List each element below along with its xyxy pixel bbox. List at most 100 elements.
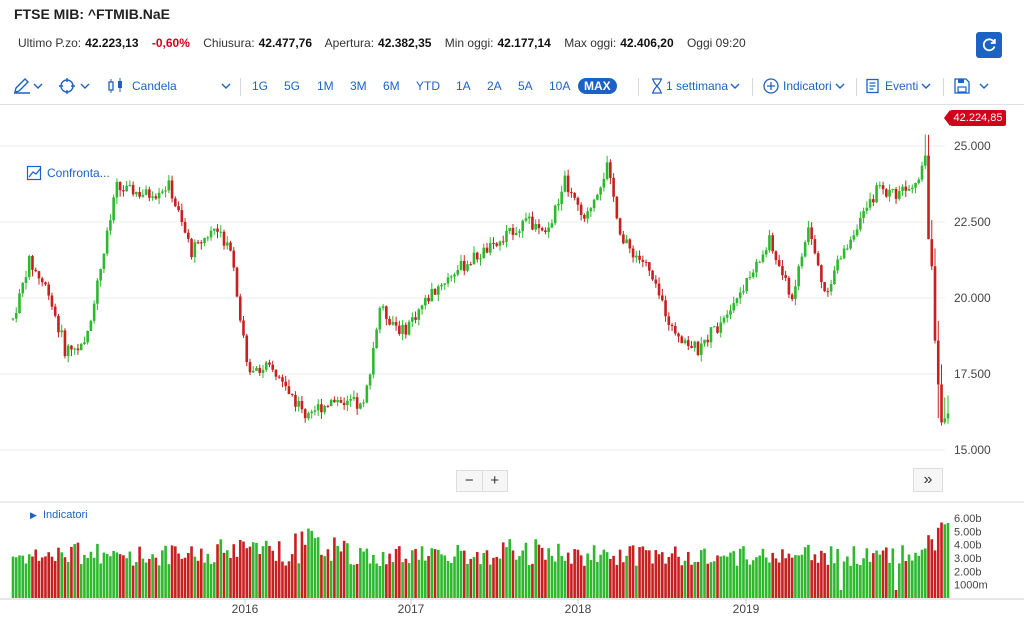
chart-type-select[interactable]: Candela: [106, 72, 232, 100]
range-ytd[interactable]: YTD: [416, 72, 440, 100]
candle: [92, 303, 96, 321]
volume-bar: [482, 553, 486, 598]
range-5a[interactable]: 5A: [518, 72, 533, 100]
volume-bar: [495, 556, 499, 598]
volume-bar: [888, 562, 891, 598]
volume-bar: [50, 556, 54, 598]
volume-bar: [388, 553, 391, 598]
range-3m[interactable]: 3M: [350, 72, 367, 100]
zoom-in-button[interactable]: +: [481, 471, 508, 491]
candle: [264, 362, 268, 370]
candle: [810, 227, 813, 240]
events-menu[interactable]: Eventi: [865, 72, 934, 100]
volume-bar: [680, 565, 684, 598]
range-label: 3M: [350, 79, 367, 93]
volume-bar: [797, 555, 800, 598]
volume-bar: [738, 548, 742, 598]
volume-bar: [583, 565, 586, 598]
volume-bar: [592, 545, 596, 598]
volume-bar: [323, 556, 326, 598]
volume-bar: [719, 556, 723, 598]
volume-bar: [794, 555, 797, 598]
draw-tool-button[interactable]: [12, 72, 44, 100]
range-max[interactable]: MAX: [578, 72, 617, 100]
volume-bar: [449, 562, 453, 598]
volume-bar: [313, 538, 317, 598]
indicators-menu[interactable]: Indicatori: [762, 72, 848, 100]
volume-bar: [781, 549, 784, 598]
candle: [560, 191, 563, 205]
volume-bar: [732, 551, 736, 598]
volume-bar: [307, 528, 310, 598]
candle: [722, 317, 726, 323]
volume-tick-label: 4.00b: [954, 540, 982, 552]
volume-bar: [904, 561, 908, 598]
volume-bar: [670, 553, 674, 598]
candle: [768, 235, 771, 251]
candle: [833, 270, 836, 285]
range-5g[interactable]: 5G: [284, 72, 300, 100]
candle: [872, 199, 875, 203]
volume-bar: [699, 550, 703, 598]
volume-bar: [131, 565, 135, 598]
candle: [300, 401, 304, 410]
volume-bar: [615, 564, 619, 598]
save-menu[interactable]: [953, 72, 993, 100]
compare-button[interactable]: Confronta...: [26, 165, 110, 181]
candle: [170, 180, 174, 199]
x-tick-label: 2017: [398, 602, 425, 616]
candle: [751, 272, 755, 278]
candle: [216, 228, 219, 232]
quote-time: Oggi 09:20: [686, 36, 746, 50]
candle: [498, 241, 502, 246]
volume-bar: [596, 561, 599, 598]
range-1m[interactable]: 1M: [317, 72, 334, 100]
volume-bar: [320, 554, 323, 598]
volume-bar: [203, 562, 206, 598]
candle: [881, 185, 885, 190]
price-chart[interactable]: 25.000 22.500 20.000 17.500 15.000: [0, 105, 1024, 500]
crosshair-tool-button[interactable]: [58, 72, 92, 100]
range-1a[interactable]: 1A: [456, 72, 471, 100]
volume-bar: [248, 546, 252, 598]
candle: [154, 196, 158, 199]
volume-bar: [628, 546, 632, 598]
volume-bar: [644, 550, 648, 598]
volume-bar: [898, 563, 901, 598]
candle: [566, 175, 570, 193]
volume-bar: [290, 554, 294, 598]
volume-bar: [300, 531, 304, 598]
volume-bar: [443, 555, 447, 598]
candle: [492, 243, 495, 245]
candle: [794, 286, 797, 300]
range-1g[interactable]: 1G: [252, 72, 268, 100]
volume-bar: [849, 565, 852, 598]
candle: [242, 320, 245, 336]
candle: [943, 418, 947, 423]
range-6m[interactable]: 6M: [383, 72, 400, 100]
zoom-out-button[interactable]: −: [464, 472, 474, 489]
candle: [427, 297, 430, 302]
candle: [151, 196, 154, 198]
interval-select[interactable]: 1 settimana: [650, 72, 742, 100]
volume-bar: [342, 540, 346, 598]
candle: [79, 343, 83, 351]
indicators-toggle[interactable]: ▶ Indicatori: [30, 509, 88, 521]
candle: [716, 326, 719, 333]
candle: [362, 402, 365, 404]
candle: [86, 330, 89, 343]
volume-bar: [625, 555, 628, 598]
candle: [346, 400, 349, 406]
scroll-forward-button[interactable]: »: [913, 468, 943, 492]
indicators-label: Indicatori: [783, 79, 832, 93]
candle: [680, 336, 684, 344]
range-10a[interactable]: 10A: [549, 72, 570, 100]
volume-bar: [102, 552, 106, 598]
refresh-button[interactable]: [976, 32, 1002, 58]
volume-bar: [777, 562, 781, 598]
volume-bar: [859, 565, 862, 598]
interval-label: 1 settimana: [666, 79, 729, 93]
range-2a[interactable]: 2A: [487, 72, 502, 100]
candle: [326, 405, 330, 407]
